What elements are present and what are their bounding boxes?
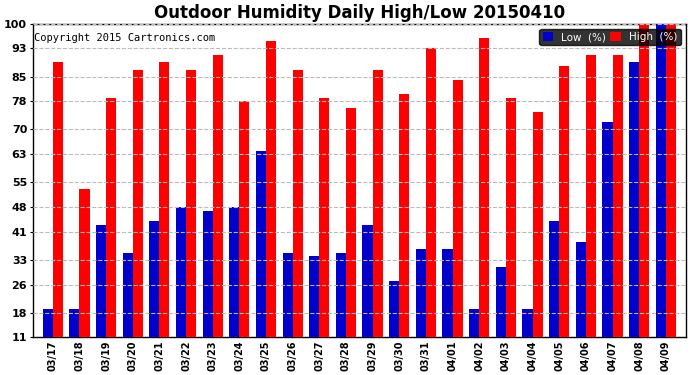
Bar (79, 189, 90, 338)
Bar (309, 256, 319, 338)
Bar (149, 221, 159, 338)
Bar (346, 108, 356, 338)
Bar (629, 63, 639, 338)
Bar (522, 309, 533, 338)
Bar (282, 253, 293, 338)
Text: Copyright 2015 Cartronics.com: Copyright 2015 Cartronics.com (34, 33, 215, 43)
Bar (159, 63, 170, 338)
Bar (69, 309, 79, 338)
Bar (186, 69, 196, 338)
Bar (575, 242, 586, 338)
Bar (52, 63, 63, 338)
Bar (176, 207, 186, 338)
Title: Outdoor Humidity Daily High/Low 20150410: Outdoor Humidity Daily High/Low 20150410 (154, 4, 565, 22)
Bar (293, 69, 303, 338)
Bar (506, 98, 516, 338)
Bar (266, 41, 276, 338)
Bar (533, 112, 542, 338)
Bar (639, 24, 649, 338)
Bar (656, 24, 666, 338)
Bar (602, 122, 613, 338)
Bar (336, 253, 346, 338)
Bar (239, 101, 250, 338)
Bar (123, 253, 132, 338)
Bar (362, 225, 373, 338)
Bar (480, 38, 489, 338)
Bar (442, 249, 453, 338)
Bar (495, 267, 506, 338)
Bar (106, 98, 116, 338)
Bar (256, 151, 266, 338)
Bar (213, 56, 223, 338)
Bar (43, 309, 52, 338)
Bar (229, 207, 239, 338)
Bar (319, 98, 329, 338)
Bar (400, 94, 409, 338)
Bar (453, 80, 463, 338)
Bar (132, 69, 143, 338)
Bar (613, 56, 622, 338)
Bar (389, 281, 400, 338)
Bar (96, 225, 106, 338)
Bar (586, 56, 596, 338)
Legend: Low  (%), High  (%): Low (%), High (%) (540, 29, 680, 45)
Bar (666, 24, 676, 338)
Bar (469, 309, 480, 338)
Bar (203, 210, 213, 338)
Bar (559, 66, 569, 338)
Bar (549, 221, 559, 338)
Bar (426, 48, 436, 338)
Bar (416, 249, 426, 338)
Bar (373, 69, 383, 338)
